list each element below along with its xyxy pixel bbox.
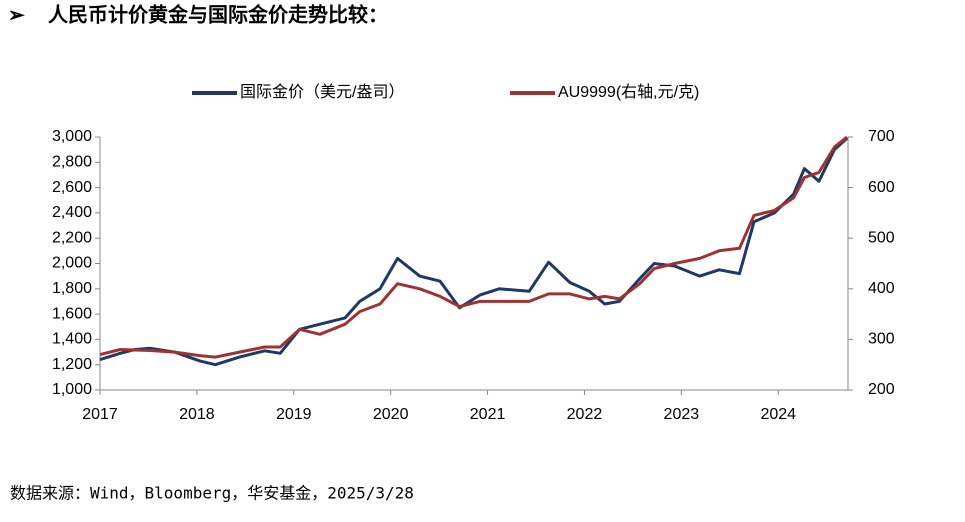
y2-tick-label: 400 — [868, 280, 895, 297]
series-line — [99, 135, 848, 359]
x-tick-label: 2022 — [567, 406, 603, 423]
x-tick-label: 2018 — [179, 406, 215, 423]
x-tick-label: 2024 — [760, 406, 796, 423]
y-tick-label: 3,000 — [52, 128, 92, 145]
x-tick-label: 2017 — [82, 406, 118, 423]
y2-tick-label: 200 — [868, 381, 895, 398]
y2-tick-label: 700 — [868, 128, 895, 145]
legend-label: 国际金价（美元/盎司） — [240, 83, 404, 101]
y-tick-label: 1,800 — [52, 280, 92, 297]
y-tick-label: 1,200 — [52, 356, 92, 373]
y-tick-label: 2,600 — [52, 179, 92, 196]
x-tick-label: 2023 — [664, 406, 700, 423]
y-tick-label: 1,400 — [52, 331, 92, 348]
source: 数据来源：Wind，Bloomberg，华安基金，2025/3/28 — [10, 484, 414, 503]
y2-tick-label: 500 — [868, 229, 895, 246]
legend-label: AU9999(右轴,元/克) — [558, 83, 699, 101]
x-tick-label: 2020 — [373, 406, 409, 423]
y2-tick-label: 600 — [868, 179, 895, 196]
x-tick-label: 2019 — [276, 406, 312, 423]
y-tick-label: 1,000 — [52, 381, 92, 398]
series-line — [99, 137, 849, 367]
y-tick-label: 2,200 — [52, 229, 92, 246]
y-tick-label: 2,800 — [52, 154, 92, 171]
y2-tick-label: 300 — [868, 331, 895, 348]
y-tick-label: 2,000 — [52, 255, 92, 272]
y-tick-label: 1,600 — [52, 305, 92, 322]
title: 人民币计价黄金与国际金价走势比较： — [48, 3, 388, 27]
bullet: ➢ — [8, 3, 25, 27]
y-tick-label: 2,400 — [52, 204, 92, 221]
x-tick-label: 2021 — [470, 406, 506, 423]
